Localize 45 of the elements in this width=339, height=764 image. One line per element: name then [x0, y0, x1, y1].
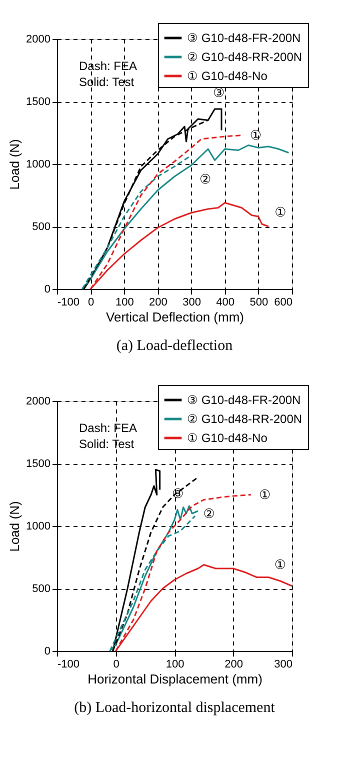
- annotation: ②: [199, 172, 212, 188]
- annotation: ③: [172, 486, 184, 502]
- x-tick-label: 0: [88, 296, 94, 308]
- y-axis-title: Load (N): [7, 501, 22, 552]
- x-tick-label: -100: [58, 296, 80, 308]
- annotation: ①: [274, 206, 286, 220]
- annotation: Solid: Test: [79, 437, 135, 451]
- annotation: ①: [274, 558, 286, 573]
- text: (b) Load-horizontal displacement: [74, 700, 276, 716]
- y-tick-label: 1500: [26, 458, 50, 470]
- text: (a) Load-deflection: [116, 338, 234, 354]
- x-tick-label: 200: [224, 658, 243, 670]
- x-tick-label: 300: [274, 658, 292, 670]
- legend-label: ① G10-d48-No: [187, 69, 268, 83]
- y-tick-label: 1000: [26, 158, 50, 170]
- x-axis-title: Horizontal Displacement (mm): [88, 672, 262, 686]
- y-tick-label: 0: [44, 646, 50, 658]
- y-tick-label: 1000: [26, 520, 50, 532]
- x-tick-label: -100: [58, 658, 80, 670]
- y-axis-title: Load (N): [7, 139, 22, 190]
- y-tick-label: 500: [32, 221, 50, 233]
- x-tick-label: 600: [274, 296, 292, 308]
- legend-label: ③ G10-d48-FR-200N: [187, 393, 301, 407]
- x-tick-label: 300: [182, 296, 201, 308]
- annotation: ②: [203, 507, 215, 522]
- x-tick-label: 400: [216, 296, 235, 308]
- y-tick-label: 1500: [26, 96, 50, 108]
- legend-label: ③ G10-d48-FR-200N: [187, 31, 301, 45]
- annotation: Dash: FEA: [79, 59, 138, 73]
- legend-label: ② G10-d48-RR-200N: [187, 50, 302, 64]
- annotation: Solid: Test: [79, 75, 135, 89]
- x-tick-label: 100: [166, 658, 184, 670]
- annotation: Dash: FEA: [79, 421, 138, 435]
- y-tick-label: 2000: [26, 396, 50, 408]
- x-tick-label: 0: [113, 658, 120, 670]
- legend-label: ① G10-d48-No: [187, 431, 268, 445]
- y-tick-label: 500: [32, 583, 50, 595]
- y-tick-label: 2000: [26, 34, 50, 46]
- legend-label: ② G10-d48-RR-200N: [187, 412, 302, 426]
- annotation: ①: [259, 488, 271, 503]
- x-tick-label: 500: [250, 296, 268, 308]
- y-tick-label: 0: [44, 284, 50, 296]
- x-tick-label: 100: [115, 296, 134, 308]
- x-tick-label: 200: [149, 296, 168, 308]
- x-axis-title: Vertical Deflection (mm): [106, 310, 244, 324]
